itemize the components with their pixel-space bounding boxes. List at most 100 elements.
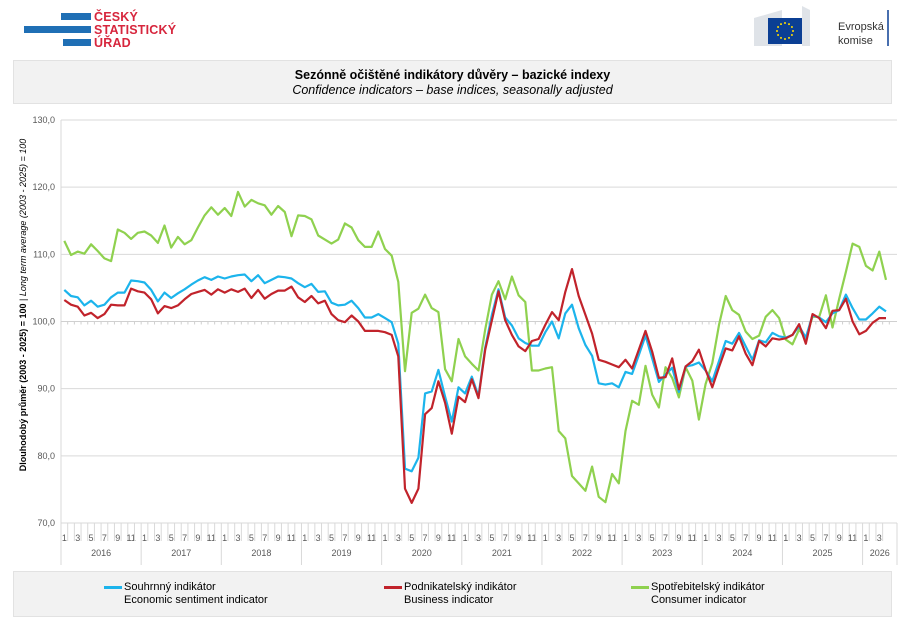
month-tick-label: 9	[676, 533, 681, 543]
legend-label-en: Economic sentiment indicator	[124, 594, 268, 606]
month-tick-label: 9	[356, 533, 361, 543]
month-tick-label: 1	[703, 533, 708, 543]
month-tick-label: 9	[516, 533, 521, 543]
year-label: 2025	[813, 548, 833, 558]
month-tick-label: 11	[848, 533, 857, 543]
month-tick-label: 3	[316, 533, 321, 543]
month-tick-label: 1	[302, 533, 307, 543]
year-label: 2019	[332, 548, 352, 558]
eu-flag-icon	[754, 6, 889, 46]
legend-label-cz: Souhrnný indikátor	[124, 581, 216, 593]
month-tick-label: 5	[249, 533, 254, 543]
month-tick-label: 9	[115, 533, 120, 543]
month-tick-label: 3	[556, 533, 561, 543]
year-label: 2021	[492, 548, 512, 558]
month-tick-label: 1	[463, 533, 468, 543]
month-tick-label: 7	[262, 533, 267, 543]
month-tick-label: 5	[489, 533, 494, 543]
eu-star-icon	[780, 36, 782, 39]
series-line-economic-sentiment	[63, 273, 887, 473]
month-tick-label: 5	[650, 533, 655, 543]
csu-logo-line: ÚŘAD	[94, 36, 131, 50]
chart-title-box: Sezónně očištěné indikátory důvěry – baz…	[13, 60, 892, 104]
month-tick-label: 11	[607, 533, 616, 543]
series-line-business	[63, 268, 886, 504]
month-tick-label: 1	[863, 533, 868, 543]
year-label: 2022	[572, 548, 592, 558]
month-tick-label: 1	[623, 533, 628, 543]
y-tick-label: 80,0	[37, 451, 55, 461]
month-tick-label: 3	[155, 533, 160, 543]
month-tick-label: 9	[837, 533, 842, 543]
legend-item-consumer: Spotřebitelský indikátor Consumer indica…	[631, 581, 765, 607]
month-tick-label: 7	[503, 533, 508, 543]
year-label: 2023	[652, 548, 672, 558]
month-tick-label: 1	[382, 533, 387, 543]
csu-logo: ČESKÝ STATISTICKÝ ÚŘAD	[24, 10, 184, 50]
month-tick-label: 5	[570, 533, 575, 543]
eu-star-icon	[790, 26, 793, 28]
eu-star-icon	[777, 26, 780, 28]
month-tick-label: 3	[877, 533, 882, 543]
month-tick-label: 1	[783, 533, 788, 543]
legend-label-cz: Podnikatelský indikátor	[404, 581, 517, 593]
month-tick-label: 1	[62, 533, 67, 543]
legend-swatch	[104, 586, 122, 589]
month-tick-label: 9	[596, 533, 601, 543]
month-tick-label: 3	[636, 533, 641, 543]
y-tick-labels: 70,0 80,0 90,0 100,0 110,0 120,0 130,0	[32, 115, 55, 528]
chart-title: Sezónně očištěné indikátory důvěry – baz…	[294, 68, 611, 82]
month-tick-label: 11	[688, 533, 697, 543]
legend-swatch	[631, 586, 649, 589]
y-tick-label: 100,0	[32, 317, 55, 327]
eu-star-icon	[780, 23, 782, 26]
month-tick-label: 9	[757, 533, 762, 543]
eu-logo-line: Evropská	[838, 21, 884, 33]
eu-star-icon	[784, 38, 786, 40]
y-tick-label: 120,0	[32, 182, 55, 192]
legend: Souhrnný indikátor Economic sentiment in…	[13, 571, 892, 617]
month-tick-label: 3	[797, 533, 802, 543]
legend-label-cz: Spotřebitelský indikátor	[651, 581, 765, 593]
eu-star-icon	[792, 30, 794, 32]
month-tick-label: 7	[182, 533, 187, 543]
year-label: 2017	[171, 548, 191, 558]
year-label: 2024	[732, 548, 752, 558]
month-tick-label: 11	[527, 533, 536, 543]
month-tick-label: 5	[730, 533, 735, 543]
month-tick-label: 7	[583, 533, 588, 543]
month-tick-label: 7	[342, 533, 347, 543]
eu-star-icon	[790, 34, 793, 36]
month-tick-label: 7	[823, 533, 828, 543]
month-tick-label: 1	[142, 533, 147, 543]
month-tick-label: 7	[423, 533, 428, 543]
month-tick-label: 7	[102, 533, 107, 543]
month-tick-label: 11	[126, 533, 135, 543]
eu-star-icon	[776, 30, 778, 32]
eu-star-icon	[777, 34, 780, 36]
year-label: 2026	[870, 548, 890, 558]
month-tick-label: 1	[222, 533, 227, 543]
series-line-consumer	[63, 190, 888, 504]
y-tick-label: 110,0	[33, 249, 55, 259]
csu-logo-line: STATISTICKÝ	[94, 23, 177, 37]
month-tick-label: 3	[236, 533, 241, 543]
month-tick-label: 9	[436, 533, 441, 543]
y-tick-label: 70,0	[37, 518, 55, 528]
x-axis: 1 3 5 7 9 11 1 3 5 7 9 11 1 3 5 7 9 11 1 3 5 7 9 11 1 3 5 7 9 11 1 3 5 7 9…	[60, 522, 898, 565]
eu-commission-logo: Evropská komise	[752, 4, 892, 48]
month-tick-label: 5	[810, 533, 815, 543]
eu-logo-line: komise	[838, 35, 873, 47]
y-tick-label: 130,0	[32, 115, 55, 125]
year-label: 2020	[412, 548, 432, 558]
month-tick-label: 1	[543, 533, 548, 543]
month-tick-label: 11	[367, 533, 376, 543]
chart-subtitle: Confidence indicators – base indices, se…	[292, 83, 613, 97]
legend-label-en: Consumer indicator	[651, 594, 747, 606]
month-tick-label: 9	[276, 533, 281, 543]
y-tick-label: 90,0	[37, 384, 55, 394]
month-tick-label: 3	[476, 533, 481, 543]
month-tick-label: 3	[716, 533, 721, 543]
